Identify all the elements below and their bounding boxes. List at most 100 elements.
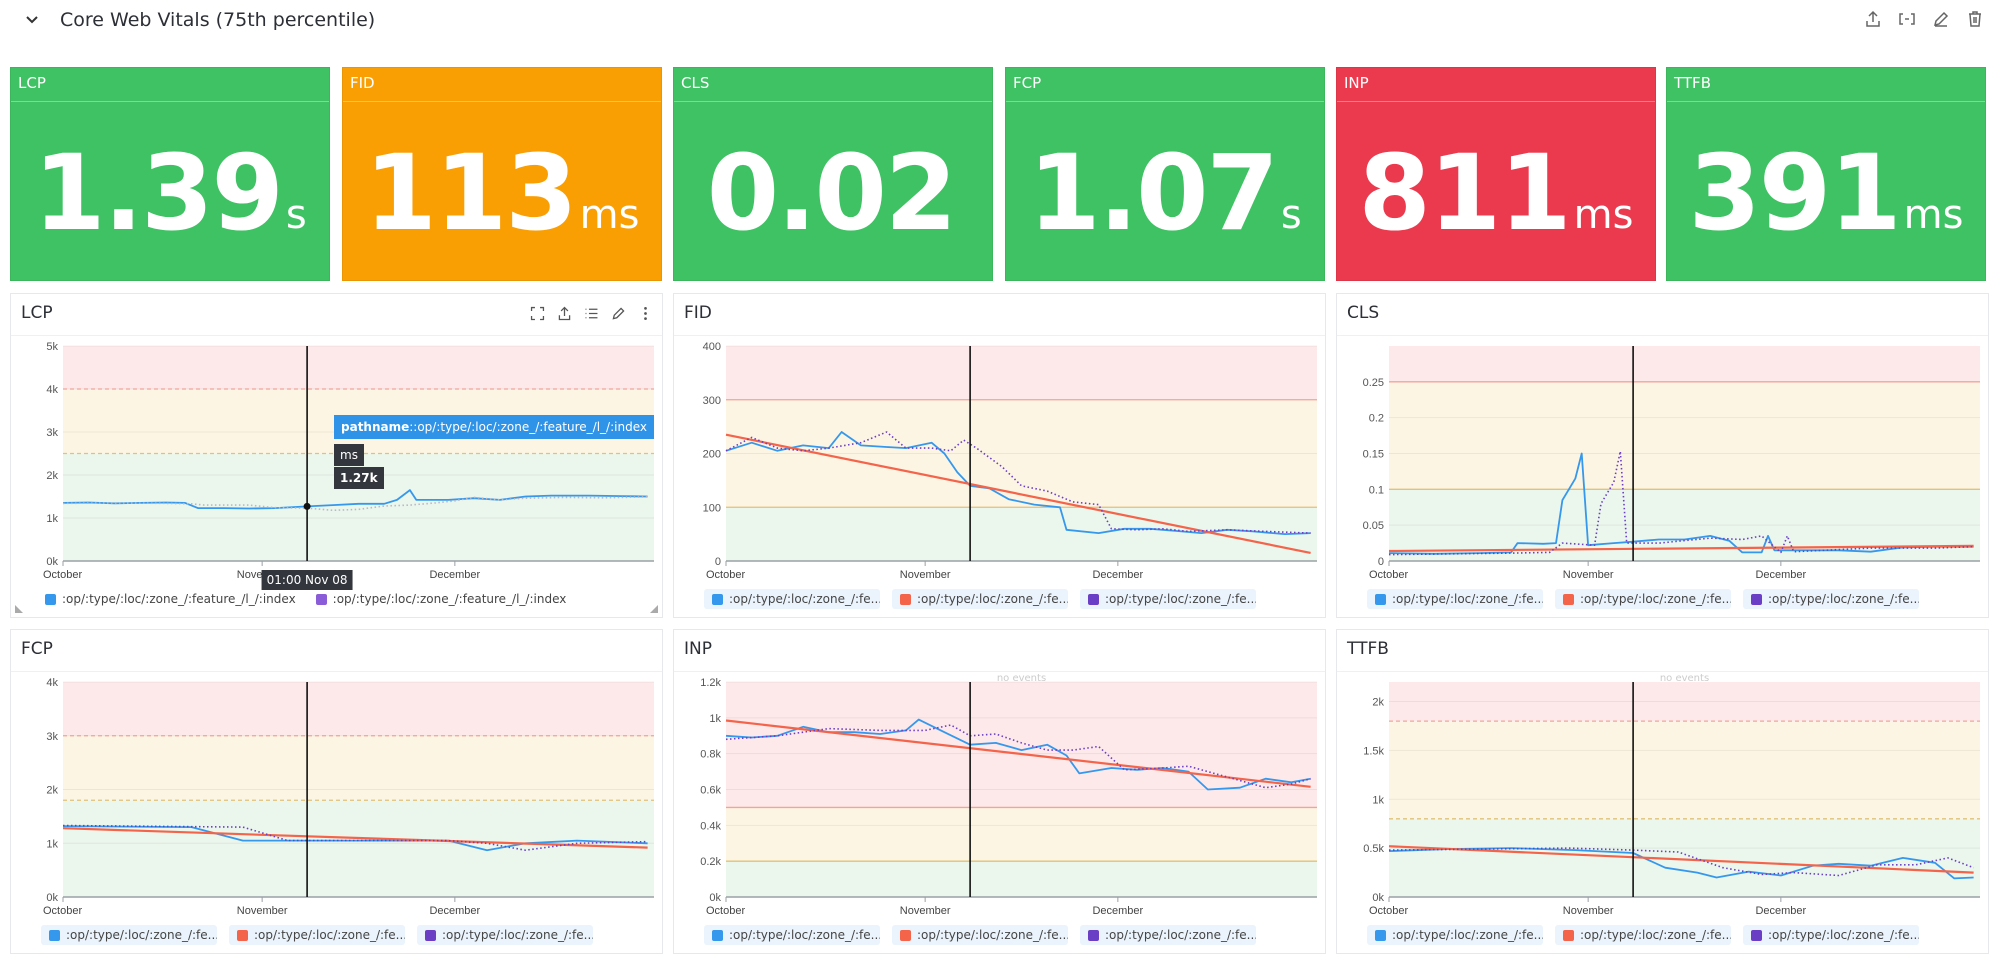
tooltip-key: pathname [341, 420, 410, 434]
resize-handle-left[interactable] [15, 605, 23, 613]
band-poor [726, 346, 1317, 400]
legend-label: :op/:type/:loc/:zone_/:fe... [1580, 592, 1731, 606]
tile-unit: s [1280, 192, 1302, 238]
legend-item[interactable]: :op/:type/:loc/:zone_/:fe... [1080, 589, 1256, 609]
x-tick-label: November [900, 905, 951, 917]
legend-item[interactable]: :op/:type/:loc/:zone_/:fe... [417, 925, 593, 945]
legend-item[interactable]: :op/:type/:loc/:zone_/:fe... [1080, 925, 1256, 945]
kebab-icon[interactable] [637, 305, 654, 322]
chart-legend: :op/:type/:loc/:zone_/:fe... :op/:type/:l… [1367, 925, 1919, 945]
legend-label: :op/:type/:loc/:zone_/:fe... [1768, 928, 1919, 942]
band-good [1389, 818, 1980, 897]
list-icon[interactable] [583, 305, 600, 322]
metric-tile-fcp[interactable]: FCP 1.07 s [1005, 67, 1325, 281]
metric-tile-cls[interactable]: CLS 0.02 [673, 67, 993, 281]
y-tick-label: 0.05 [1363, 520, 1384, 532]
chevron-down-icon[interactable] [22, 10, 42, 30]
legend-swatch [1751, 593, 1762, 605]
series-line-blue [62, 489, 648, 510]
y-tick-label: 1k [1372, 794, 1384, 806]
legend-item[interactable]: :op/:type/:loc/:zone_/:fe... [229, 925, 405, 945]
chart-plot[interactable]: 0 100 200 300 400 October November December [674, 336, 1325, 586]
legend-item[interactable]: :op/:type/:loc/:zone_/:fe... [704, 925, 880, 945]
legend-label: :op/:type/:loc/:zone_/:fe... [442, 928, 593, 942]
chart-title: FID [684, 303, 712, 323]
y-tick-label: 4k [46, 384, 58, 396]
section-title: Core Web Vitals (75th percentile) [60, 9, 376, 31]
chart-plot[interactable]: 0k 0.5k 1k 1.5k 2k October November December no … [1337, 672, 1988, 922]
legend-item[interactable]: :op/:type/:loc/:zone_/:fe... [1743, 925, 1919, 945]
tile-number: 0.02 [706, 132, 958, 254]
resize-handle-right[interactable] [650, 605, 658, 613]
chart-panel-inp: INP 0k 0.2k 0.4k 0.6k 0.8k 1k 1.2k October Novemb… [673, 629, 1326, 954]
x-tick-label: October [43, 905, 82, 917]
tile-label: FID [343, 68, 661, 102]
chart-legend: :op/:type/:loc/:zone_/:feature_/l_/:inde… [41, 589, 570, 609]
legend-item[interactable]: :op/:type/:loc/:zone_/:fe... [1743, 589, 1919, 609]
tile-value: 811 ms [1337, 106, 1655, 280]
chart-plot[interactable]: 0 0.05 0.1 0.15 0.2 0.25 October November Decemb… [1337, 336, 1988, 586]
legend-item[interactable]: :op/:type/:loc/:zone_/:fe... [704, 589, 880, 609]
clone-icon[interactable] [1897, 9, 1917, 29]
series-line-trend [62, 827, 648, 849]
series-line-purple [62, 824, 648, 851]
tile-unit: ms [1573, 192, 1634, 238]
y-tick-label: 200 [703, 449, 721, 461]
y-tick-label: 0.5k [1363, 843, 1384, 855]
tooltip-time: 01:00 Nov 08 [261, 570, 353, 590]
legend-swatch [712, 593, 723, 605]
chart-panel-cls: CLS 0 0.05 0.1 0.15 0.2 0.25 October November Dec… [1336, 293, 1989, 618]
metric-tile-ttfb[interactable]: TTFB 391 ms [1666, 67, 1986, 281]
tile-unit: ms [579, 192, 640, 238]
y-tick-label: 0k [1372, 892, 1384, 904]
legend-swatch [1375, 593, 1386, 605]
x-tick-label: October [1369, 569, 1408, 581]
legend-item[interactable]: :op/:type/:loc/:zone_/:fe... [1555, 925, 1731, 945]
legend-item[interactable]: :op/:type/:loc/:zone_/:fe... [1555, 589, 1731, 609]
legend-item[interactable]: :op/:type/:loc/:zone_/:fe... [1367, 925, 1543, 945]
legend-item[interactable]: :op/:type/:loc/:zone_/:feature_/l_/:inde… [41, 589, 300, 609]
trash-icon[interactable] [1965, 9, 1985, 29]
legend-label: :op/:type/:loc/:zone_/:fe... [1392, 592, 1543, 606]
chart-title: CLS [1347, 303, 1380, 323]
y-tick-label: 400 [703, 341, 721, 353]
tile-unit: s [285, 192, 307, 238]
chart-plot[interactable]: 0k 1k 2k 3k 4k October November December [11, 672, 662, 922]
metric-tile-inp[interactable]: INP 811 ms [1336, 67, 1656, 281]
chart-panel-lcp: LCP 0k1k2k3k4k5kOctoberNovemberDecember:… [10, 293, 663, 618]
pencil-icon[interactable] [610, 305, 627, 322]
legend-label: :op/:type/:loc/:zone_/:fe... [1580, 928, 1731, 942]
legend-swatch [425, 929, 436, 941]
legend-item[interactable]: :op/:type/:loc/:zone_/:feature_/l_/:inde… [312, 589, 571, 609]
tile-value: 1.39 s [11, 106, 329, 280]
metric-tile-lcp[interactable]: LCP 1.39 s [10, 67, 330, 281]
chart-header: TTFB [1337, 630, 1988, 672]
legend-label: :op/:type/:loc/:zone_/:fe... [729, 928, 880, 942]
legend-label: :op/:type/:loc/:zone_/:fe... [917, 592, 1068, 606]
band-good [63, 800, 654, 897]
chart-title: FCP [21, 639, 53, 659]
chart-header: INP [674, 630, 1325, 672]
legend-swatch [1563, 929, 1574, 941]
x-tick-label: October [706, 569, 745, 581]
share-icon[interactable] [1863, 9, 1883, 29]
share-icon[interactable] [556, 305, 573, 322]
chart-legend: :op/:type/:loc/:zone_/:fe... :op/:type/:l… [704, 925, 1256, 945]
pencil-icon[interactable] [1931, 9, 1951, 29]
no-events-label: no events [1660, 673, 1709, 684]
section-header: Core Web Vitals (75th percentile) [0, 0, 1999, 42]
y-tick-label: 0.4k [700, 820, 721, 832]
tile-value: 0.02 [674, 106, 992, 280]
x-tick-label: December [1755, 569, 1806, 581]
expand-icon[interactable] [529, 305, 546, 322]
chart-plot[interactable]: 0k 0.2k 0.4k 0.6k 0.8k 1k 1.2k October November D… [674, 672, 1325, 922]
metric-tile-fid[interactable]: FID 113 ms [342, 67, 662, 281]
tooltip-path: ::op/:type/:loc/:zone_/:feature_/l_/:ind… [409, 420, 647, 434]
legend-item[interactable]: :op/:type/:loc/:zone_/:fe... [892, 589, 1068, 609]
tile-label: CLS [674, 68, 992, 102]
legend-item[interactable]: :op/:type/:loc/:zone_/:fe... [1367, 589, 1543, 609]
legend-item[interactable]: :op/:type/:loc/:zone_/:fe... [41, 925, 217, 945]
legend-item[interactable]: :op/:type/:loc/:zone_/:fe... [892, 925, 1068, 945]
y-tick-label: 3k [46, 731, 58, 743]
cursor-point [303, 502, 311, 510]
